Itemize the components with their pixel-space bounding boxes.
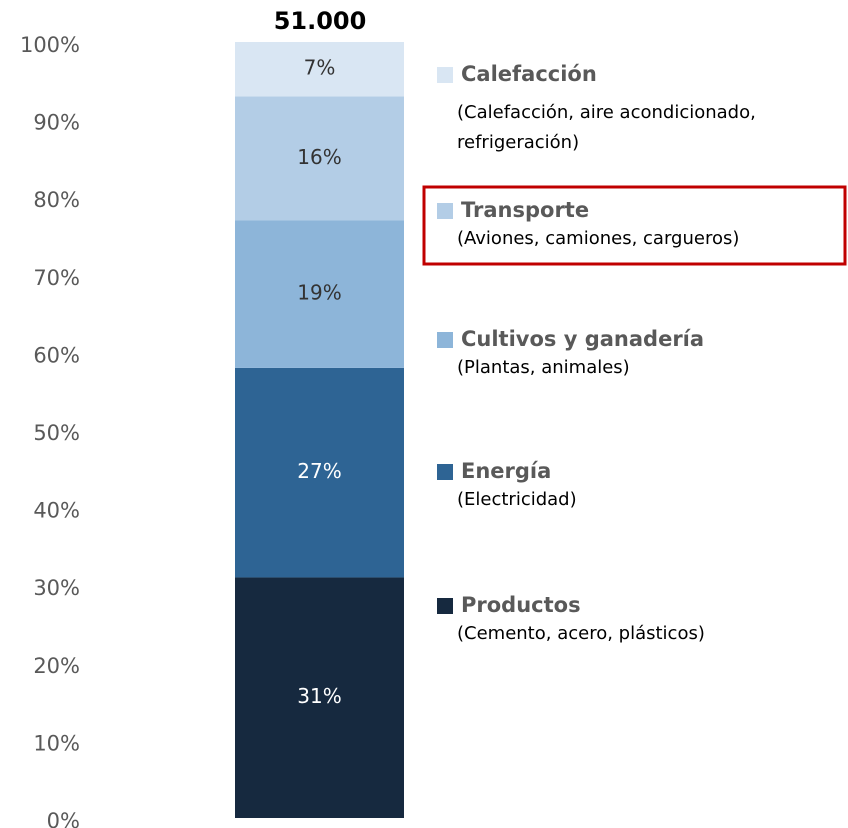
value-label: 31%: [297, 684, 341, 708]
bar-segment: [235, 367, 404, 578]
bar-segment: [235, 577, 404, 818]
highlight-box: [422, 185, 847, 266]
legend-swatch: [437, 203, 453, 219]
y-tick-label: 80%: [33, 188, 80, 212]
legend-name: Transporte: [461, 198, 589, 222]
value-label: 7%: [304, 56, 336, 80]
y-tick-label: 100%: [20, 33, 80, 57]
y-tick-label: 70%: [33, 266, 80, 290]
value-label: 16%: [297, 145, 341, 169]
y-tick-label: 40%: [33, 499, 80, 523]
y-tick-label: 10%: [33, 731, 80, 755]
legend-description: (Aviones, camiones, cargueros): [457, 228, 739, 249]
legend-name: Calefacción: [461, 62, 597, 86]
y-tick-label: 60%: [33, 343, 80, 367]
bar-segment: [235, 42, 404, 97]
legend-name: Energía: [461, 459, 551, 483]
legend-description: (Plantas, animales): [457, 357, 630, 378]
legend-description: (Electricidad): [457, 489, 577, 510]
legend-description: refrigeración): [457, 132, 579, 153]
y-tick-label: 0%: [47, 809, 80, 828]
legend-description: (Calefacción, aire acondicionado,: [457, 102, 756, 123]
value-label: 27%: [297, 459, 341, 483]
bar-segment: [235, 220, 404, 368]
legend-name: Productos: [461, 593, 581, 617]
y-tick-label: 90%: [33, 111, 80, 135]
legend-description: (Cemento, acero, plásticos): [457, 623, 705, 644]
y-tick-label: 50%: [33, 421, 80, 445]
value-label: 19%: [297, 281, 341, 305]
legend-swatch: [437, 332, 453, 348]
legend-swatch: [437, 598, 453, 614]
y-tick-label: 30%: [33, 576, 80, 600]
total-label: 51.000: [274, 7, 367, 35]
bar-segment: [235, 96, 404, 221]
legend-name: Cultivos y ganadería: [461, 327, 704, 351]
y-tick-label: 20%: [33, 654, 80, 678]
legend-swatch: [437, 67, 453, 83]
legend-swatch: [437, 464, 453, 480]
